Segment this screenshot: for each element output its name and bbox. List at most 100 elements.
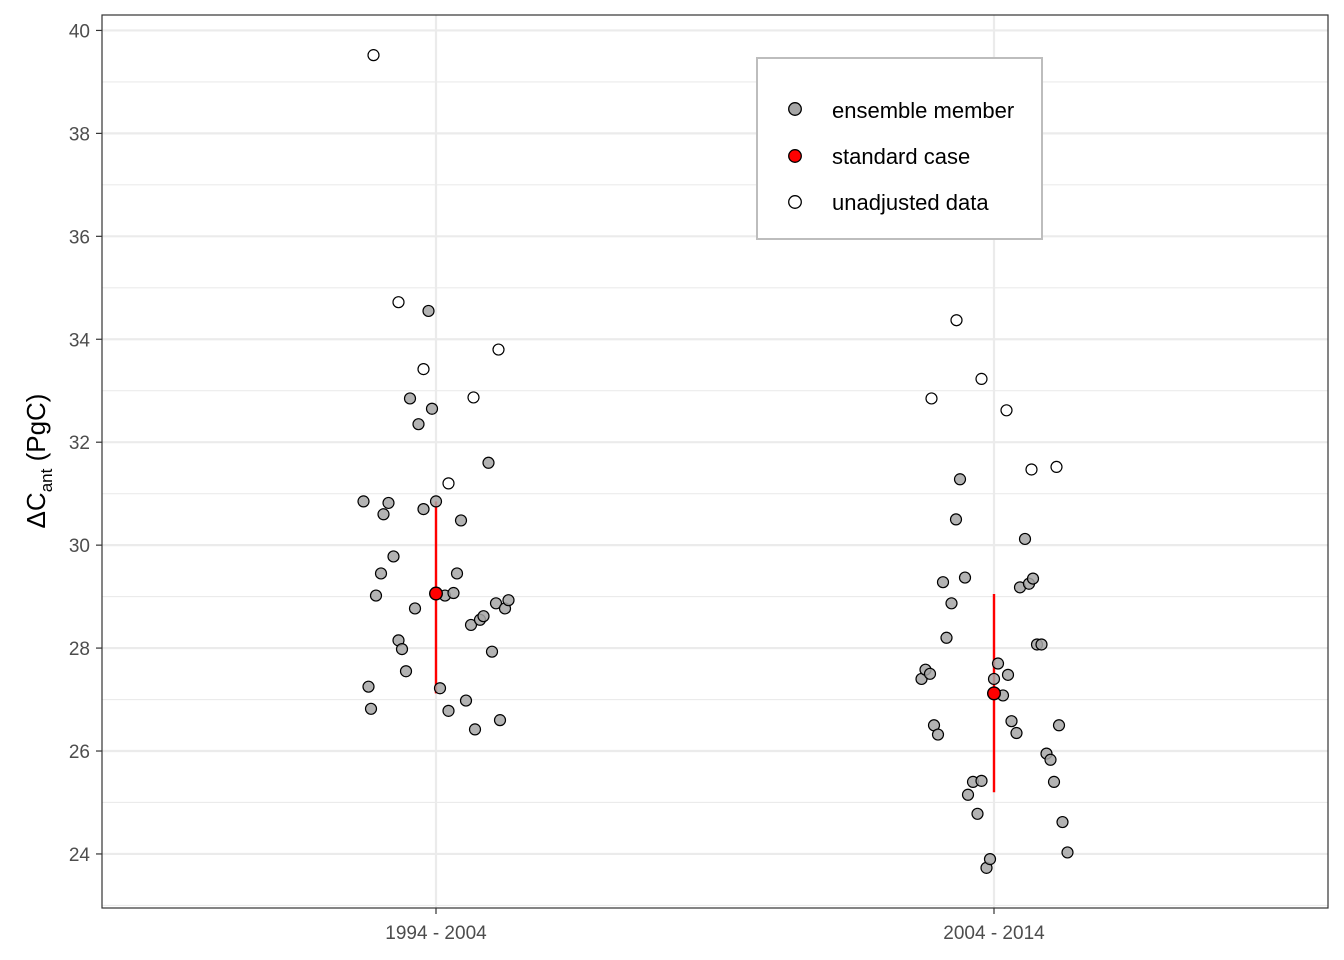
unadjusted-point (1000, 404, 1013, 417)
y-tick-label: 30 (69, 536, 90, 557)
unadjusted-point (1025, 463, 1038, 476)
ensemble-point (1026, 572, 1040, 585)
ensemble-point (940, 631, 953, 644)
ensemble-point (433, 682, 447, 695)
ensemble-point (459, 694, 473, 707)
ensemble-point (362, 680, 375, 693)
ensemble-point (382, 496, 395, 510)
unadjusted-point (492, 343, 505, 356)
ensemble-point (395, 643, 409, 656)
ensemble-point (417, 503, 430, 516)
unadjusted-point (467, 391, 480, 404)
ensemble-point (502, 594, 515, 607)
y-axis-title-subscript: ant (37, 468, 56, 492)
ensemble-point (1061, 846, 1074, 859)
ensemble-point (961, 788, 975, 801)
unadjusted-point (392, 296, 405, 309)
ensemble-point (987, 672, 1001, 686)
unadjusted-point (442, 477, 455, 490)
y-axis-ticks: 24 26 28 30 32 34 36 38 40 (69, 21, 102, 866)
legend-key-standard (788, 149, 802, 163)
ensemble-point (1056, 815, 1069, 829)
ensemble-point (971, 807, 984, 820)
standard-case-point (429, 586, 444, 601)
ensemble-point (425, 402, 439, 415)
ensemble-point (945, 597, 958, 610)
ensemble-point (1010, 726, 1023, 740)
ensemble-point (357, 495, 370, 508)
y-tick-label: 26 (69, 742, 90, 763)
ensemble-point (399, 665, 413, 678)
legend-label-standard: standard case (832, 144, 970, 169)
y-tick-label: 28 (69, 639, 90, 660)
ensemble-point (975, 774, 988, 787)
ensemble-point (1035, 638, 1048, 651)
ensemble-point (482, 456, 495, 469)
x-tick-label: 1994 - 2004 (385, 923, 487, 944)
ensemble-point (931, 728, 945, 741)
legend: ensemble member standard case unadjusted… (756, 57, 1043, 240)
legend-key-ensemble (788, 102, 802, 116)
plot-panel-border (101, 14, 1329, 909)
ensemble-point (464, 618, 478, 632)
y-tick-label: 34 (69, 330, 91, 351)
ensemble-point (442, 704, 455, 717)
legend-label-unadjusted: unadjusted data (832, 190, 989, 215)
legend-label-ensemble: ensemble member (832, 98, 1014, 123)
y-tick-label: 36 (69, 227, 90, 248)
ensemble-point (408, 602, 422, 615)
ensemble-point (364, 702, 378, 715)
ensemble-point (958, 571, 972, 584)
unadjusted-point (417, 363, 430, 376)
y-axis-title: ΔCant (PgC) (21, 394, 56, 529)
standard-case-point (987, 686, 1002, 701)
y-tick-label: 32 (69, 433, 90, 454)
ensemble-point (991, 657, 1005, 670)
y-axis-title-unit: (PgC) (21, 394, 51, 469)
ensemble-point (429, 495, 443, 508)
x-axis-ticks: 1994 - 2004 2004 - 2014 (385, 908, 1045, 944)
grid-lines (102, 15, 1328, 908)
ensemble-point (387, 550, 400, 563)
ensemble-point (369, 589, 383, 602)
ensemble-point (1052, 719, 1066, 732)
y-tick-label: 38 (69, 124, 90, 145)
y-tick-label: 24 (69, 845, 91, 866)
ensemble-point (447, 586, 460, 600)
ensemble-point (936, 576, 950, 589)
ensemble-point (953, 473, 967, 486)
ensemble-point (422, 304, 435, 318)
ensemble-point (468, 723, 482, 736)
unadjusted-point (367, 49, 380, 62)
ensemble-point (1047, 775, 1061, 788)
ensemble-point (923, 667, 937, 680)
ensemble-point (450, 567, 464, 580)
ensemble-point (485, 645, 499, 658)
ensemble-point (477, 610, 490, 623)
ensemble-point (377, 508, 390, 521)
unadjusted-point (1050, 460, 1063, 474)
unadjusted-point (975, 372, 988, 385)
x-tick-label: 2004 - 2014 (943, 923, 1045, 944)
y-tick-label: 40 (69, 21, 90, 42)
ensemble-point (1044, 753, 1057, 766)
ensemble-point (1005, 715, 1018, 728)
ensemble-point (493, 714, 507, 727)
ensemble-point (374, 567, 388, 580)
ensemble-point (1018, 532, 1032, 546)
y-axis-title-main: ΔC (21, 492, 51, 528)
ensemble-point (403, 392, 417, 405)
data-points (357, 49, 1074, 874)
ensemble-point (412, 418, 425, 431)
legend-box (756, 57, 1043, 240)
ensemble-point (983, 853, 997, 866)
ensemble-point (949, 513, 963, 526)
unadjusted-point (925, 392, 938, 405)
ensemble-point (454, 514, 468, 527)
ensemble-point (1001, 668, 1015, 681)
ensemble-point (489, 597, 503, 610)
unadjusted-point (950, 314, 963, 327)
legend-key-unadjusted (788, 195, 802, 209)
